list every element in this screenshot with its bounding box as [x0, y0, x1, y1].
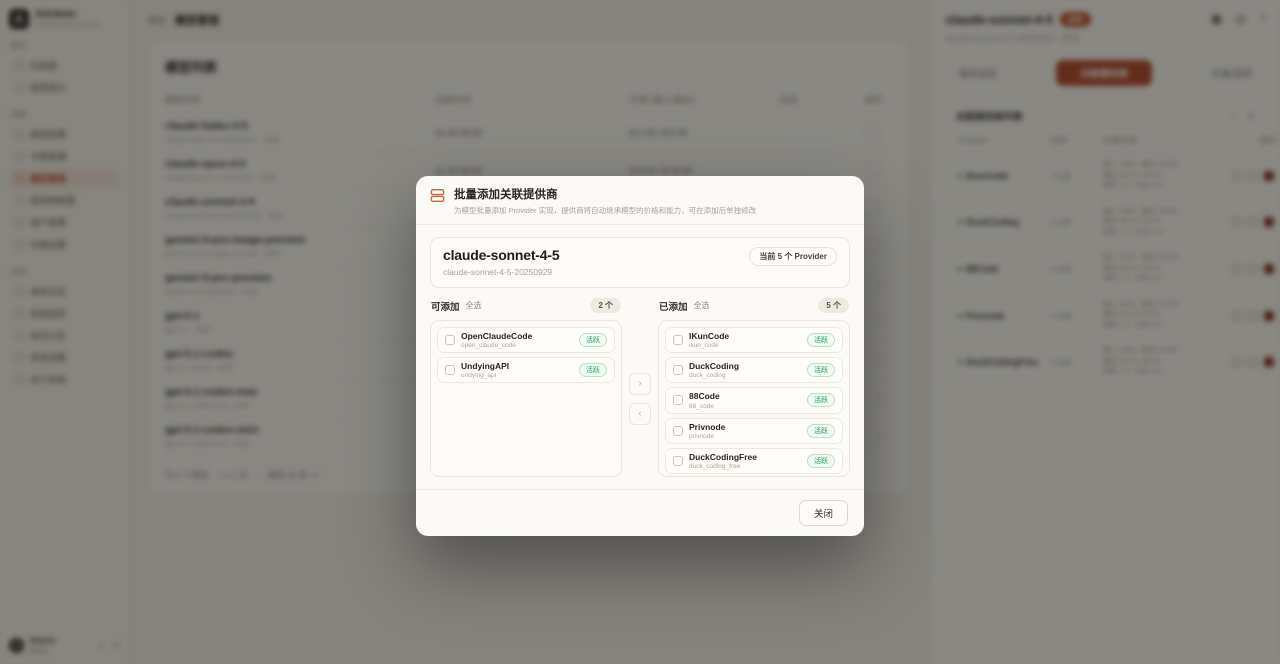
checkbox[interactable]: [673, 335, 683, 346]
current-provider-count-badge: 当前 5 个 Provider: [749, 247, 837, 266]
active-status-badge: 活跃: [807, 363, 835, 378]
added-select-all[interactable]: 全选: [693, 301, 710, 310]
active-status-badge: 活跃: [579, 363, 607, 378]
provider-option[interactable]: Privnode privnode 活跃: [665, 417, 843, 444]
checkbox[interactable]: [445, 365, 455, 376]
added-column: 已添加 全选 5 个 IKunCode ikun_code 活跃: [658, 298, 850, 477]
active-status-badge: 活跃: [807, 333, 835, 348]
move-left-button[interactable]: ‹: [629, 402, 651, 425]
provider-option-code: duck_coding: [689, 372, 726, 380]
target-model-id: claude-sonnet-4-5-20250929: [443, 267, 553, 277]
target-model-name: claude-sonnet-4-5: [443, 247, 560, 263]
provider-option[interactable]: DuckCodingFree duck_coding_free 活跃: [665, 447, 843, 474]
provider-option[interactable]: OpenClaudeCode open_claude_code 活跃: [437, 327, 615, 354]
modal-title: 批量添加关联提供商: [454, 189, 558, 201]
server-stack-icon: [430, 188, 445, 208]
close-button[interactable]: 关闭: [798, 500, 848, 526]
provider-option-name: IKunCode: [689, 331, 730, 341]
provider-option-code: ikun_code: [689, 342, 719, 350]
provider-option[interactable]: DuckCoding duck_coding 活跃: [665, 357, 843, 384]
available-select-all[interactable]: 全选: [465, 301, 482, 310]
provider-option-name: UndyingAPI: [461, 361, 510, 372]
provider-option-code: privnode: [689, 432, 714, 440]
added-list: IKunCode ikun_code 活跃 DuckCoding duck_co…: [658, 320, 850, 477]
available-label: 可添加: [431, 301, 460, 313]
provider-option[interactable]: IKunCode ikun_code 活跃: [665, 327, 843, 354]
provider-option-name: OpenClaudeCode: [461, 331, 533, 341]
transfer-controls: › ‹: [622, 298, 658, 477]
available-list: OpenClaudeCode open_claude_code 活跃 Undyi…: [430, 320, 622, 477]
target-model-card: claude-sonnet-4-5 claude-sonnet-4-5-2025…: [430, 237, 850, 288]
provider-option-name: Privnode: [689, 421, 726, 432]
active-status-badge: 活跃: [579, 333, 607, 348]
provider-option[interactable]: 88Code 88_code 活跃: [665, 387, 843, 414]
added-count-badge: 5 个: [818, 298, 849, 313]
batch-add-provider-modal: 批量添加关联提供商 为模型批量添加 Provider 实现，提供商将自动继承模型…: [416, 176, 864, 536]
available-column: 可添加 全选 2 个 OpenClaudeCode open_claude_co…: [430, 298, 622, 477]
provider-option-name: 88Code: [689, 391, 720, 402]
active-status-badge: 活跃: [807, 393, 835, 408]
provider-option[interactable]: UndyingAPI undying_api 活跃: [437, 357, 615, 384]
provider-option-name: DuckCodingFree: [689, 451, 758, 462]
checkbox[interactable]: [673, 395, 683, 406]
active-status-badge: 活跃: [807, 453, 835, 468]
provider-option-name: DuckCoding: [689, 361, 740, 372]
checkbox[interactable]: [673, 425, 683, 436]
checkbox[interactable]: [673, 365, 683, 376]
added-label: 已添加: [659, 301, 688, 313]
checkbox[interactable]: [673, 455, 683, 466]
modal-subtitle: 为模型批量添加 Provider 实现，提供商将自动继承模型的价格和能力，可在添…: [454, 206, 757, 215]
checkbox[interactable]: [445, 335, 455, 346]
provider-option-code: duck_coding_free: [689, 462, 741, 470]
active-status-badge: 活跃: [807, 423, 835, 438]
provider-option-code: undying_api: [461, 372, 497, 380]
available-count-badge: 2 个: [590, 298, 621, 313]
move-right-button[interactable]: ›: [629, 372, 651, 395]
provider-option-code: 88_code: [689, 402, 714, 410]
provider-option-code: open_claude_code: [461, 342, 516, 350]
